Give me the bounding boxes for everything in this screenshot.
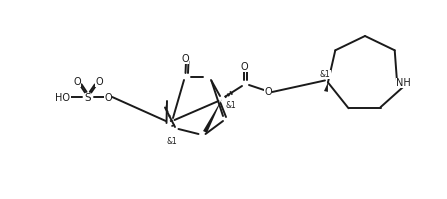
Text: O: O xyxy=(240,62,249,72)
Text: S: S xyxy=(84,93,91,103)
Polygon shape xyxy=(203,99,222,133)
Text: O: O xyxy=(95,77,103,88)
Text: NH: NH xyxy=(396,78,410,89)
Text: HO: HO xyxy=(55,93,71,103)
Text: O: O xyxy=(104,93,112,103)
Text: &1: &1 xyxy=(320,70,331,79)
Polygon shape xyxy=(324,82,328,92)
Text: O: O xyxy=(264,87,272,97)
Text: O: O xyxy=(181,54,190,64)
Text: &1: &1 xyxy=(167,137,177,145)
Text: &1: &1 xyxy=(226,101,237,110)
Text: O: O xyxy=(74,77,81,88)
